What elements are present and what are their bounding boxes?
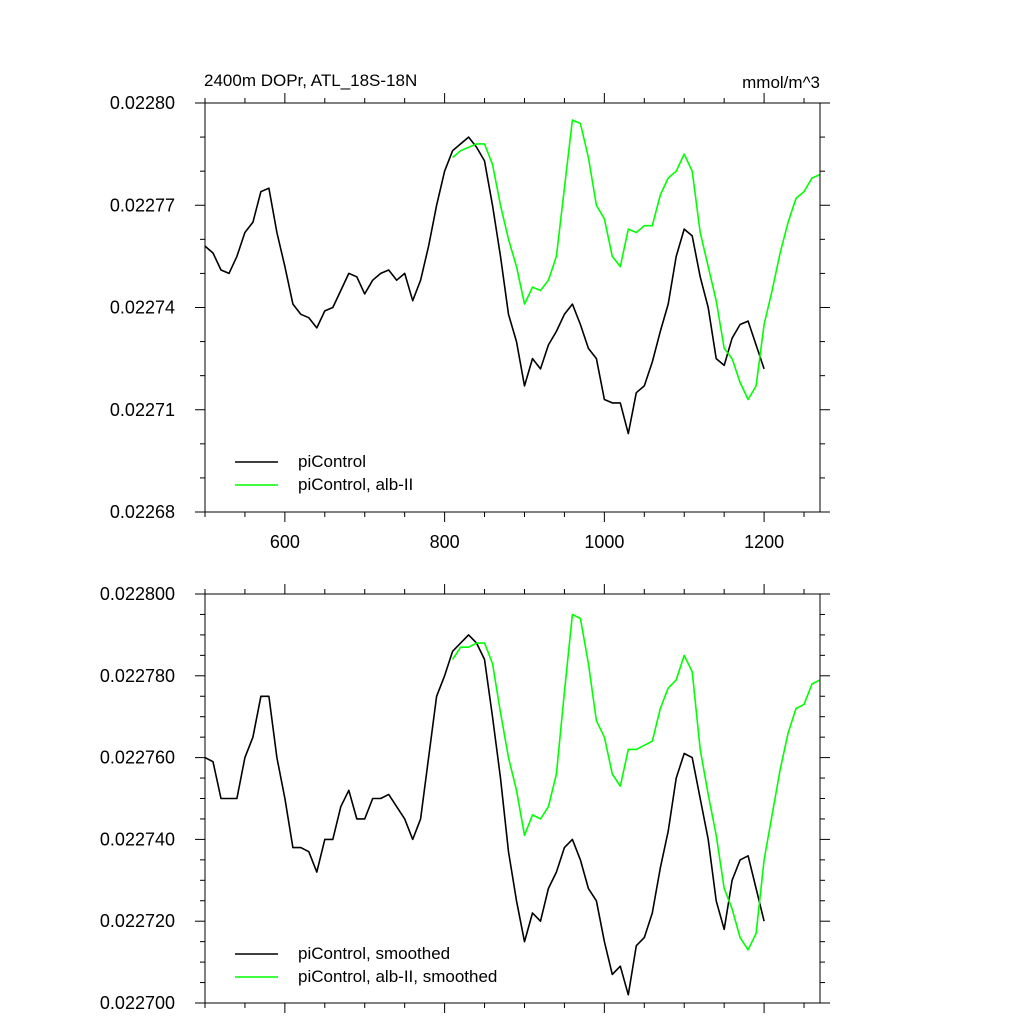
y-tick-label: 0.02280: [110, 93, 175, 113]
x-tick-label: 800: [430, 532, 460, 552]
x-tick-label: 1000: [584, 532, 624, 552]
legend-label: piControl, smoothed: [298, 944, 450, 963]
x-tick-label: 600: [270, 532, 300, 552]
series-line-picontrol: [204, 634, 765, 996]
series-line-picontrol-alb-ii: [452, 119, 821, 401]
y-tick-label: 0.022800: [100, 584, 175, 604]
top-series-group: [204, 119, 821, 435]
chart-title: 2400m DOPr, ATL_18S-18N: [204, 71, 417, 90]
bottom-series-group: [204, 613, 821, 996]
bottom-legend: piControl, smoothed piControl, alb-II, sm…: [235, 944, 497, 986]
series-line-picontrol: [204, 136, 765, 435]
series-line-picontrol-alb-ii: [451, 613, 821, 951]
legend-label: piControl: [298, 452, 366, 471]
legend-label: piControl, alb-II, smoothed: [298, 967, 497, 986]
top-legend: piControl piControl, alb-II: [235, 452, 413, 494]
y-tick-label: 0.022720: [100, 911, 175, 931]
x-tick-label: 1200: [744, 532, 784, 552]
legend-label: piControl, alb-II: [298, 475, 413, 494]
y-tick-label: 0.022740: [100, 829, 175, 849]
bottom-chart-panel: 0.022700 0.022720 0.022740 0.022760 0.022780…: [100, 584, 830, 1013]
y-tick-label: 0.022760: [100, 748, 175, 768]
units-label: mmol/m^3: [742, 73, 820, 92]
top-axis-ticks: 600 800 1000 1200 0.02268 0.02271 0.02274 0.022…: [110, 93, 830, 552]
bottom-axis-ticks: 0.022700 0.022720 0.022740 0.022760 0.022780…: [100, 584, 830, 1013]
y-tick-label: 0.02268: [110, 502, 175, 522]
y-tick-label: 0.022700: [100, 993, 175, 1013]
y-tick-label: 0.02277: [110, 195, 175, 215]
bottom-plot-frame: [204, 593, 821, 1004]
top-plot-frame: [204, 102, 821, 513]
y-tick-label: 0.022780: [100, 666, 175, 686]
top-chart-panel: 2400m DOPr, ATL_18S-18N mmol/m^3 600 800 1…: [110, 71, 830, 552]
y-tick-label: 0.02274: [110, 298, 175, 318]
y-tick-label: 0.02271: [110, 400, 175, 420]
